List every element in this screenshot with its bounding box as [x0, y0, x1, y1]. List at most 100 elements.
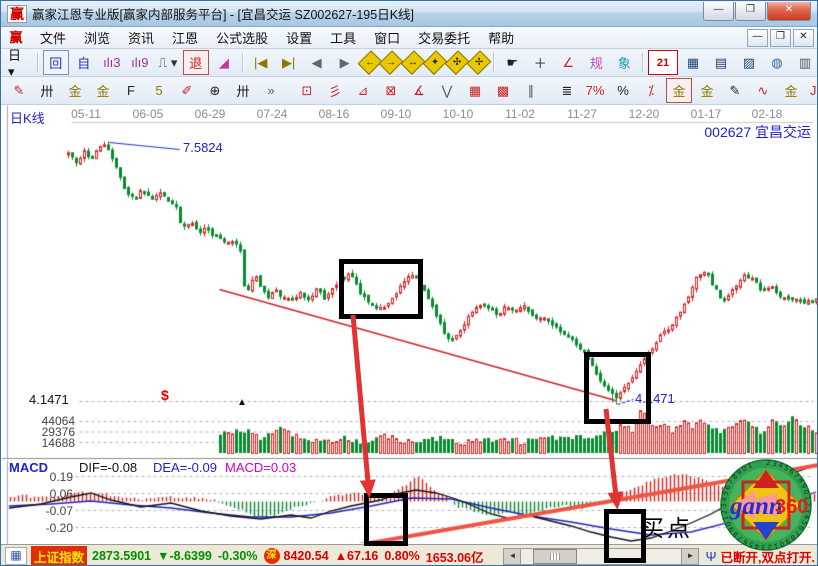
- f10-info-button[interactable]: 自: [77, 56, 91, 71]
- toolbar-separator: [493, 52, 495, 73]
- menu-item-资讯[interactable]: 资讯: [128, 31, 155, 46]
- date-axis-label: 02-18: [751, 107, 783, 121]
- app-logo-icon: 赢: [7, 4, 27, 23]
- scroll-thumb[interactable]: [533, 548, 578, 564]
- connection-status-text[interactable]: 已断开,双点打开.: [720, 550, 815, 565]
- gann-grid-button[interactable]: 卅: [40, 84, 54, 99]
- date-axis-label: 01-17: [690, 107, 722, 121]
- network-button[interactable]: ◍: [771, 54, 783, 70]
- j-angle-button[interactable]: J∠: [809, 82, 817, 98]
- diamond-hboth-button[interactable]: ↔: [400, 50, 426, 75]
- menu-item-窗口[interactable]: 窗口: [374, 31, 401, 46]
- gold-grid2-button[interactable]: 金: [96, 84, 110, 99]
- gann-wheel-button[interactable]: 规: [589, 56, 603, 71]
- circle-grid-button[interactable]: ⊕: [209, 82, 221, 98]
- region-view-button[interactable]: 回: [42, 50, 69, 75]
- macd-pane-title: MACD: [9, 460, 48, 475]
- box-fan-button[interactable]: ⊿: [357, 82, 369, 98]
- menu-item-公式选股[interactable]: 公式选股: [216, 31, 269, 46]
- scroll-right-button[interactable]: ►: [681, 547, 700, 565]
- pen-tool-button[interactable]: ✎: [13, 82, 25, 98]
- grid3-button[interactable]: 卅: [236, 84, 250, 99]
- diamond-expand-button[interactable]: ✣: [444, 50, 470, 75]
- box-tool-button[interactable]: ⊡: [301, 82, 313, 98]
- capsule-button[interactable]: ⎍ ▾: [158, 54, 178, 70]
- chart-hscrollbar[interactable]: ◄ ►: [503, 547, 700, 565]
- diamond-full-button[interactable]: ✢: [466, 50, 491, 75]
- menu-item-工具[interactable]: 工具: [330, 31, 357, 46]
- diamond-compress-button[interactable]: ✦: [422, 50, 448, 75]
- pen-flag-button[interactable]: ✎: [729, 82, 741, 98]
- gann-square-button[interactable]: 象: [617, 56, 631, 71]
- close-button[interactable]: ✕: [767, 1, 811, 21]
- angle-lines-button[interactable]: ∡: [413, 82, 425, 98]
- gold-grid-button[interactable]: 金: [68, 84, 82, 99]
- percent-button[interactable]: %: [617, 83, 629, 98]
- v-lines-button[interactable]: ⋁: [441, 82, 453, 98]
- notes-button[interactable]: ▤: [714, 54, 728, 70]
- color-chart-button[interactable]: ◢: [218, 54, 229, 70]
- exit-draw-button[interactable]: 退: [182, 50, 209, 75]
- status-bar: ▦ 上证指数 2873.5901 ▼-8.6399 -0.30% 深 8420.…: [1, 544, 817, 565]
- gold-circled-button[interactable]: 金: [666, 78, 692, 103]
- prev-button[interactable]: ◀: [311, 54, 322, 70]
- calendar-button[interactable]: 21: [648, 50, 679, 75]
- crosshair-tool-button[interactable]: ＋: [533, 56, 547, 71]
- slashes-button[interactable]: ∥: [527, 82, 535, 98]
- sh-index-badge[interactable]: 上证指数: [31, 545, 88, 565]
- red-grid-button[interactable]: ▦: [468, 82, 482, 98]
- highlight-rect-annotation: [584, 352, 651, 424]
- pen-grid-button[interactable]: ✐: [181, 82, 193, 98]
- quote-grid-icon[interactable]: ▦: [5, 547, 27, 565]
- date-axis-label: 06-29: [194, 107, 226, 121]
- chart-3bars-button[interactable]: ılı3: [103, 55, 121, 70]
- remote-button[interactable]: ▥: [798, 54, 812, 70]
- menu-item-文件[interactable]: 文件: [40, 31, 67, 46]
- mdi-minimize-button[interactable]: —: [747, 28, 768, 47]
- sz-index-badge[interactable]: 深: [263, 548, 280, 564]
- f-grid-button[interactable]: F: [127, 83, 135, 98]
- percent-line-button[interactable]: ⁒: [648, 82, 654, 98]
- next-button[interactable]: ▶: [339, 54, 350, 70]
- last-page-button[interactable]: ▶|: [281, 54, 296, 70]
- gold-lines-button[interactable]: 金: [700, 84, 714, 99]
- spiral-button[interactable]: 5: [155, 83, 163, 98]
- more-tools-button[interactable]: »: [267, 83, 275, 98]
- first-page-button[interactable]: |◀: [253, 54, 268, 70]
- menu-bar: 赢 文件 浏览 资讯 江恩 公式选股 设置 工具 窗口 交易委托 帮助 — ❐ ✕: [1, 27, 817, 49]
- mdi-restore-button[interactable]: ❐: [770, 28, 791, 47]
- kline-period-button[interactable]: 日 ▾: [8, 48, 22, 79]
- wave-button[interactable]: ∿: [757, 82, 769, 98]
- red-grid2-button[interactable]: ▩: [496, 82, 510, 98]
- menu-item-帮助[interactable]: 帮助: [488, 31, 515, 46]
- menu-item-浏览[interactable]: 浏览: [84, 31, 111, 46]
- chart-9bars-button[interactable]: ılı9: [131, 55, 149, 70]
- menu-item-江恩[interactable]: 江恩: [172, 31, 199, 46]
- scroll-left-button[interactable]: ◄: [503, 547, 522, 565]
- calculator-button[interactable]: ▦: [686, 54, 700, 70]
- date-axis-label: 11-27: [567, 107, 597, 121]
- steps-button[interactable]: ≣: [561, 82, 573, 98]
- sz-index-change: ▲67.16: [334, 549, 379, 563]
- buy-point-annotation: 买点: [641, 516, 693, 541]
- kline-chart-canvas[interactable]: [1, 105, 817, 544]
- hand-tool-button[interactable]: ☛: [506, 54, 519, 70]
- menu-item-交易委托[interactable]: 交易委托: [418, 31, 471, 46]
- percent7-button[interactable]: 7%: [585, 83, 605, 98]
- maximize-button[interactable]: ❐: [735, 1, 766, 21]
- angle-measure-button[interactable]: ∠: [562, 54, 575, 70]
- mdi-close-button[interactable]: ✕: [793, 28, 814, 47]
- macd-scale-label: -0.07: [45, 504, 73, 518]
- minimize-button[interactable]: —: [703, 1, 734, 21]
- fan-lines-button[interactable]: 彡: [328, 84, 342, 99]
- gold-angle0-button[interactable]: 金: [784, 84, 798, 99]
- menu-item-设置[interactable]: 设置: [286, 31, 313, 46]
- title-bar[interactable]: 赢 赢家江恩专业版[赢家内部服务平台] - [宜昌交运 SZ002627-195…: [1, 1, 817, 27]
- macd-dif-label: DIF=-0.08: [79, 460, 138, 475]
- scroll-track[interactable]: [521, 547, 682, 565]
- mdi-window-controls[interactable]: — ❐ ✕: [745, 28, 814, 47]
- box-fan2-button[interactable]: ⊠: [385, 82, 397, 98]
- date-axis-label: 05-11: [71, 107, 101, 121]
- save-button[interactable]: ▨: [742, 54, 756, 70]
- highlight-rect-annotation: [364, 493, 408, 546]
